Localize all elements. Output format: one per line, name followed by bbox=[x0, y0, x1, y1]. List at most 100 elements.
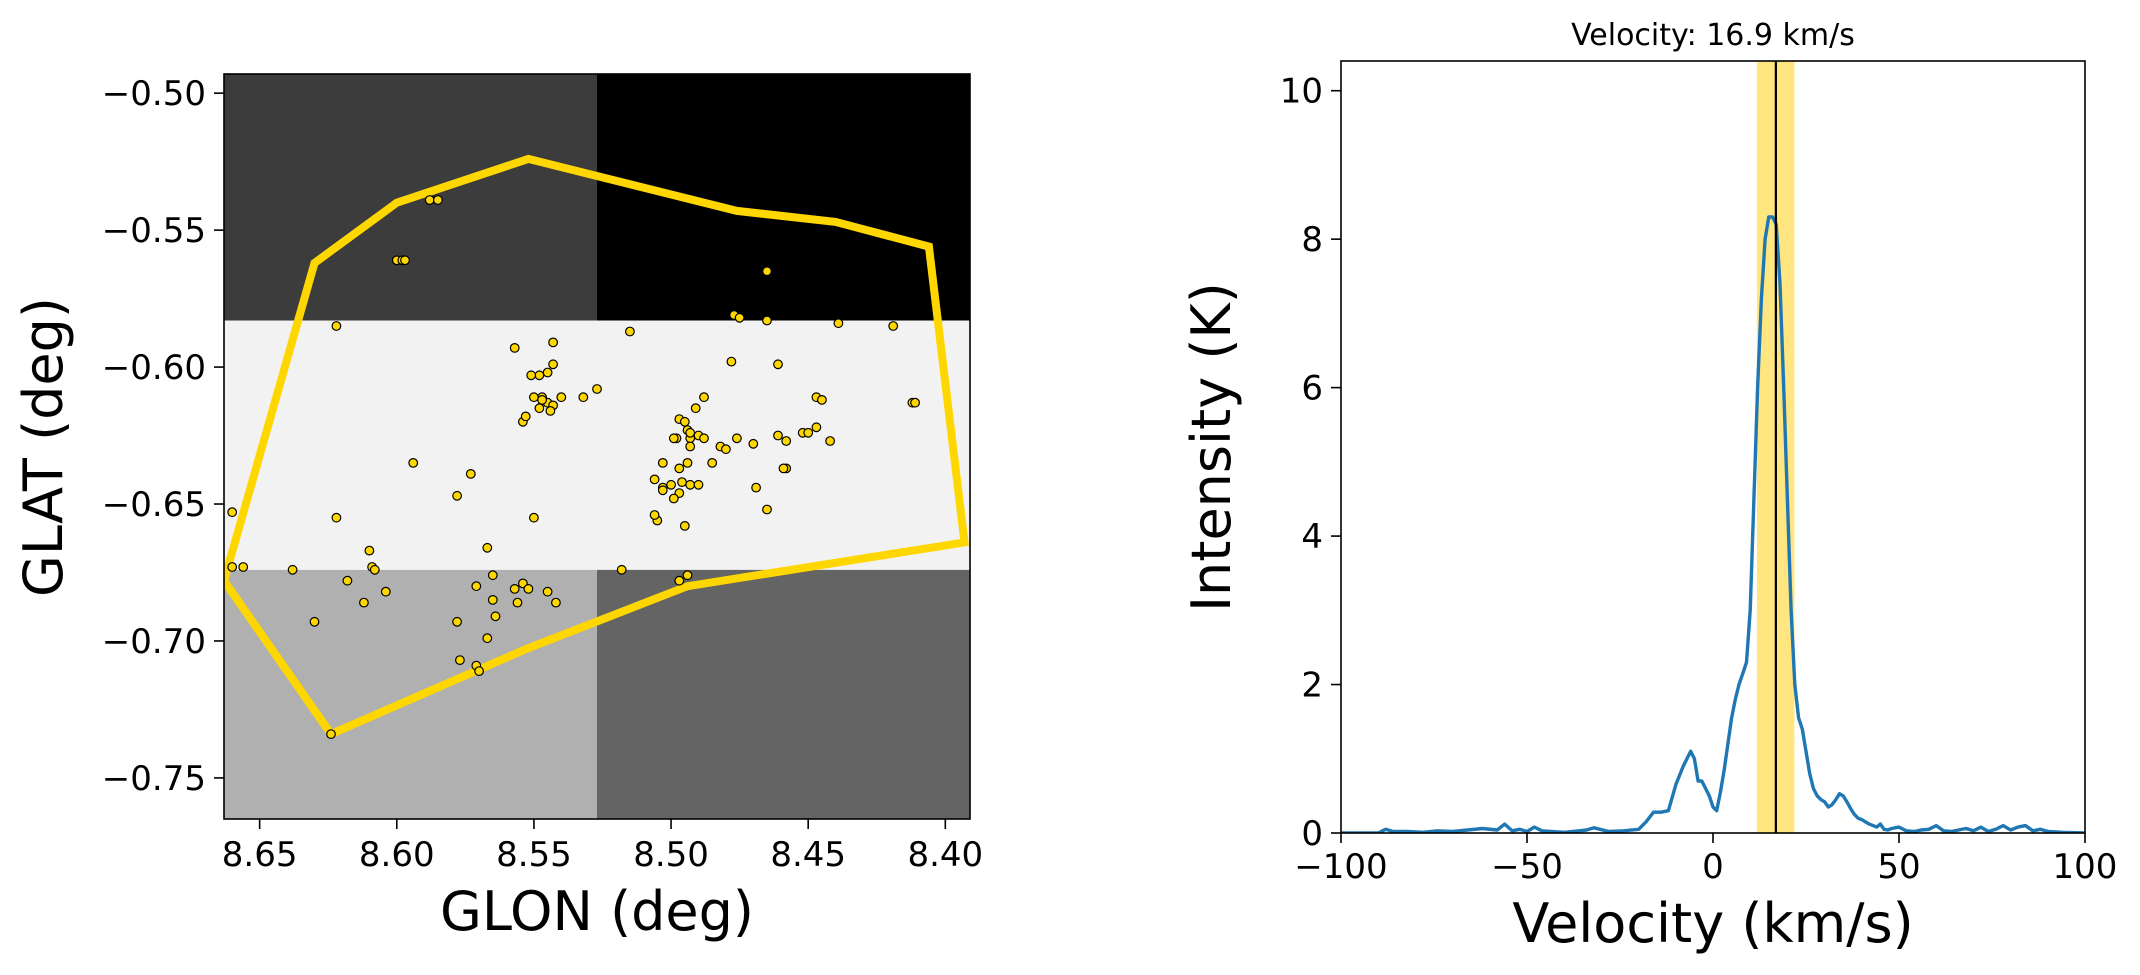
data-point bbox=[748, 438, 759, 449]
data-point bbox=[364, 545, 375, 556]
data-point bbox=[380, 586, 391, 597]
data-point bbox=[682, 458, 693, 468]
data-point bbox=[424, 195, 435, 205]
map-x-ticks: 8.65 8.60 8.55 8.50 8.45 8.40 bbox=[222, 819, 983, 875]
data-point bbox=[762, 504, 772, 515]
data-point bbox=[400, 255, 410, 266]
data-point bbox=[679, 521, 690, 531]
data-point bbox=[685, 479, 696, 490]
data-point bbox=[657, 485, 668, 496]
map-cell-1-1 bbox=[597, 320, 970, 570]
map-x-tick-label: 8.65 bbox=[222, 835, 298, 875]
data-point bbox=[666, 479, 676, 490]
data-point bbox=[482, 633, 493, 644]
spectrum-y-ticks: 0 2 4 6 8 10 bbox=[1280, 72, 1341, 854]
map-x-tick-label: 8.40 bbox=[907, 835, 983, 875]
data-point bbox=[512, 597, 523, 608]
data-point bbox=[734, 312, 745, 323]
map-y-ticks: −0.50 −0.55 −0.60 −0.65 −0.70 −0.75 bbox=[102, 74, 224, 799]
data-point bbox=[910, 397, 920, 408]
spectrum-y-tick-label: 10 bbox=[1280, 72, 1323, 112]
data-point bbox=[433, 195, 443, 205]
data-point bbox=[408, 458, 419, 468]
spectrum-frame bbox=[1340, 60, 2086, 834]
data-point bbox=[685, 427, 696, 438]
data-point bbox=[556, 392, 567, 403]
map-y-tick-label: −0.70 bbox=[102, 622, 206, 662]
data-point bbox=[682, 570, 693, 581]
data-point bbox=[578, 392, 589, 403]
data-point bbox=[529, 392, 539, 403]
spectrum-x-tick-label: −50 bbox=[1491, 847, 1563, 887]
data-point bbox=[751, 482, 761, 493]
map-cell-0-1 bbox=[597, 569, 970, 819]
map-panel: 8.65 8.60 8.55 8.50 8.45 8.40 −0.50 −0.55 −0.60… bbox=[12, 73, 983, 943]
data-point bbox=[520, 411, 531, 422]
spectrum-panel: −100 −50 0 50 100 0 2 4 6 8 10 Velocity: 16.9 km/… bbox=[1180, 18, 2117, 955]
data-point bbox=[773, 359, 783, 370]
spectrum-x-tick-label: 0 bbox=[1702, 847, 1724, 887]
spectrum-y-tick-label: 6 bbox=[1301, 369, 1323, 409]
data-point bbox=[465, 469, 476, 479]
map-y-tick-label: −0.55 bbox=[102, 211, 206, 251]
data-point bbox=[668, 493, 679, 504]
data-point bbox=[762, 315, 772, 326]
data-point bbox=[455, 655, 465, 665]
spectrum-title: Velocity: 16.9 km/s bbox=[1571, 18, 1855, 53]
data-point bbox=[509, 343, 520, 353]
data-point bbox=[649, 510, 660, 520]
data-point bbox=[487, 595, 498, 605]
map-y-axis-label: GLAT (deg) bbox=[12, 297, 75, 597]
data-point bbox=[287, 564, 298, 575]
data-point bbox=[679, 416, 690, 427]
data-point bbox=[699, 433, 709, 444]
data-point bbox=[825, 436, 835, 446]
data-point bbox=[534, 370, 545, 381]
map-x-tick-label: 8.55 bbox=[496, 835, 572, 875]
map-background bbox=[224, 74, 970, 819]
data-point bbox=[474, 666, 485, 676]
data-point bbox=[487, 570, 498, 581]
map-cell-0-0 bbox=[224, 569, 597, 819]
data-point bbox=[674, 575, 685, 586]
spectrum-y-axis-label: Intensity (K) bbox=[1180, 282, 1243, 612]
data-point bbox=[369, 564, 380, 575]
data-point bbox=[685, 441, 696, 452]
data-point bbox=[326, 729, 336, 739]
data-point bbox=[529, 512, 539, 523]
data-point bbox=[668, 433, 679, 444]
spectrum-x-tick-label: 50 bbox=[1877, 847, 1920, 887]
data-point bbox=[534, 403, 545, 414]
data-point bbox=[721, 444, 731, 455]
data-point bbox=[762, 266, 772, 277]
spectrum-layer bbox=[1341, 61, 2085, 833]
data-point bbox=[803, 427, 814, 438]
map-y-tick-label: −0.50 bbox=[102, 74, 206, 114]
data-point bbox=[331, 512, 342, 523]
data-point bbox=[781, 436, 792, 446]
data-point bbox=[227, 562, 238, 572]
map-x-tick-label: 8.45 bbox=[770, 835, 846, 875]
spectrum-x-axis-label: Velocity (km/s) bbox=[1512, 892, 1913, 955]
data-point bbox=[452, 490, 463, 501]
data-point bbox=[699, 392, 709, 403]
data-point bbox=[542, 586, 553, 597]
spectrum-y-tick-label: 0 bbox=[1301, 814, 1323, 854]
spectrum-x-tick-label: −100 bbox=[1294, 847, 1387, 887]
data-point bbox=[811, 422, 822, 433]
spectrum-y-tick-label: 2 bbox=[1301, 666, 1323, 706]
data-point bbox=[817, 395, 827, 405]
data-point bbox=[526, 370, 537, 381]
map-x-axis-label: GLON (deg) bbox=[440, 880, 754, 943]
data-point bbox=[693, 479, 704, 490]
hull-outline bbox=[224, 154, 969, 740]
points-layer bbox=[227, 195, 920, 739]
data-point bbox=[331, 321, 342, 331]
hull-layer bbox=[224, 154, 969, 740]
map-x-tick-label: 8.50 bbox=[633, 835, 709, 875]
data-point bbox=[490, 611, 501, 622]
map-y-tick-label: −0.75 bbox=[102, 759, 206, 799]
data-point bbox=[677, 477, 687, 488]
data-point bbox=[616, 564, 627, 575]
map-cell-1-0 bbox=[224, 320, 597, 570]
